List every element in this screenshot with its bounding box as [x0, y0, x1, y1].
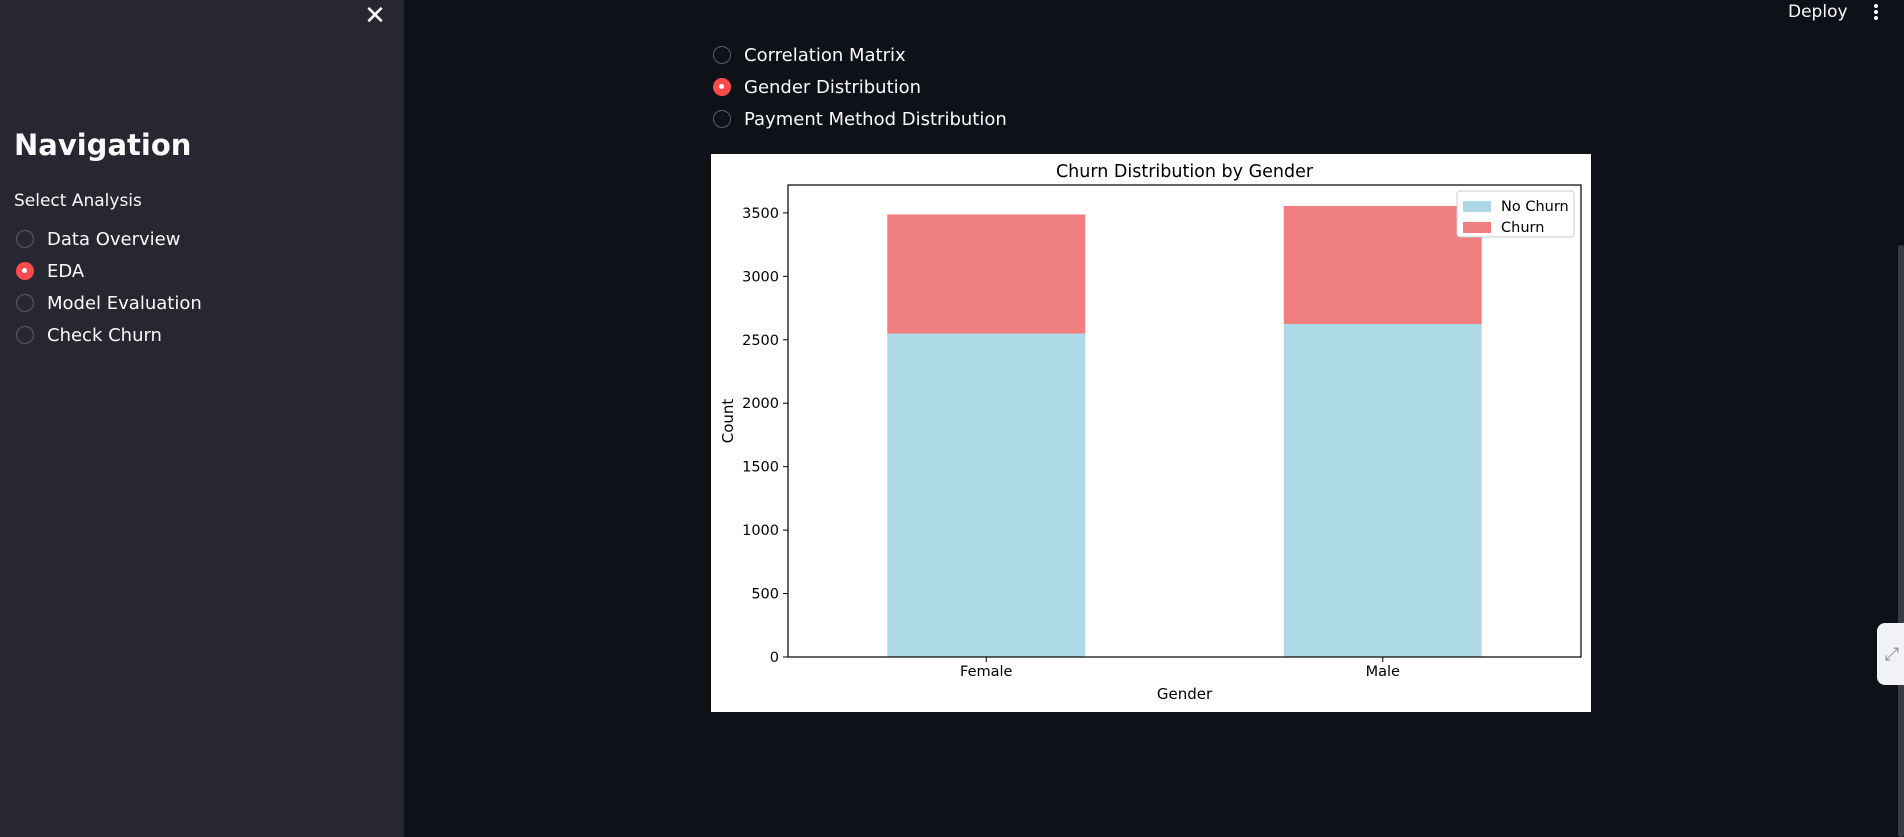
radio-label: Correlation Matrix — [744, 44, 906, 66]
sidebar: ✕ Navigation Select Analysis Data Overvi… — [0, 0, 404, 837]
kebab-menu-icon[interactable] — [1868, 2, 1884, 26]
x-tick-label: Female — [960, 664, 1013, 680]
plot-frame — [787, 184, 1582, 658]
bar-female-churn — [887, 214, 1086, 334]
chart-figure: Churn Distribution by Gender Female Male 0 5… — [711, 154, 1591, 712]
radio-circle — [713, 110, 731, 128]
radio-gender-distribution[interactable]: Gender Distribution — [713, 71, 1007, 103]
bar-male-churn — [1283, 205, 1482, 324]
expand-tab-icon[interactable]: ⤢ — [1877, 623, 1904, 685]
radio-eda[interactable]: EDA — [16, 255, 202, 287]
legend-swatch — [1463, 201, 1491, 212]
y-tick-label: 3500 — [742, 206, 779, 222]
radio-circle — [16, 326, 34, 344]
analysis-radio-group: Data Overview EDA Model Evaluation Check… — [16, 223, 202, 351]
y-tick-label: 1000 — [742, 523, 779, 539]
y-tick-label: 500 — [751, 587, 779, 603]
radio-circle — [713, 46, 731, 64]
radio-circle-checked — [713, 78, 731, 96]
bar-female-no-churn — [887, 333, 1086, 657]
radio-label: Gender Distribution — [744, 76, 922, 98]
radio-label: Payment Method Distribution — [744, 108, 1007, 130]
radio-check-churn[interactable]: Check Churn — [16, 319, 202, 351]
radio-circle-checked — [16, 262, 34, 280]
chart-title: Churn Distribution by Gender — [1056, 162, 1314, 182]
legend-swatch — [1463, 222, 1491, 233]
radio-label: EDA — [47, 260, 85, 282]
select-analysis-label: Select Analysis — [14, 191, 142, 211]
radio-label: Check Churn — [47, 324, 162, 346]
y-tick-label: 0 — [770, 650, 779, 666]
y-axis-label: Count — [719, 399, 737, 444]
deploy-button[interactable]: Deploy — [1788, 2, 1848, 22]
y-tick-label: 1500 — [742, 460, 779, 476]
scrollbar[interactable] — [1898, 245, 1904, 837]
radio-data-overview[interactable]: Data Overview — [16, 223, 202, 255]
y-tick-label: 2500 — [742, 333, 779, 349]
legend-label: No Churn — [1501, 199, 1569, 215]
y-tick-label: 3000 — [742, 269, 779, 285]
radio-payment-method-distribution[interactable]: Payment Method Distribution — [713, 103, 1007, 135]
legend-label: Churn — [1501, 220, 1544, 236]
x-axis-label: Gender — [1157, 685, 1213, 703]
y-tick-label: 2000 — [742, 396, 779, 412]
sidebar-title: Navigation — [14, 128, 192, 162]
churn-gender-chart: Churn Distribution by Gender Female Male 0 5… — [719, 162, 1582, 703]
radio-label: Model Evaluation — [47, 292, 202, 314]
eda-radio-group: Correlation Matrix Gender Distribution P… — [713, 39, 1007, 135]
radio-circle — [16, 230, 34, 248]
radio-correlation-matrix[interactable]: Correlation Matrix — [713, 39, 1007, 71]
close-icon[interactable]: ✕ — [364, 1, 386, 31]
x-tick-label: Male — [1366, 664, 1400, 680]
radio-label: Data Overview — [47, 228, 181, 250]
radio-model-evaluation[interactable]: Model Evaluation — [16, 287, 202, 319]
radio-circle — [16, 294, 34, 312]
bar-male-no-churn — [1283, 323, 1482, 657]
